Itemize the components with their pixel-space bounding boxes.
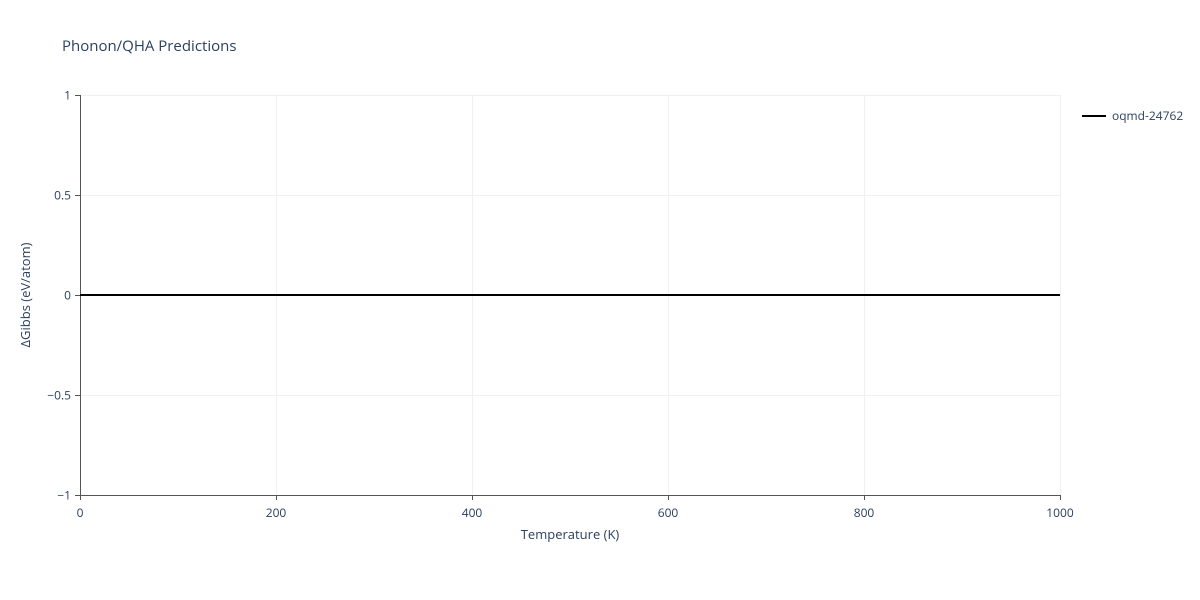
x-tick-label: 200 [266, 504, 287, 521]
y-tick-label: 1 [64, 87, 71, 104]
legend-label: oqmd-24762 [1112, 107, 1183, 124]
legend-swatch [1082, 115, 1106, 117]
x-tick-label: 1000 [1046, 504, 1073, 521]
y-tick-label: −0.5 [47, 387, 71, 404]
x-axis-title: Temperature (K) [521, 525, 620, 543]
chart-container: Phonon/QHA Predictions Temperature (K) Δ… [0, 0, 1200, 600]
series-line[interactable] [80, 95, 1060, 495]
legend[interactable]: oqmd-24762 [1082, 107, 1183, 124]
chart-title: Phonon/QHA Predictions [62, 36, 237, 56]
y-tick-label: 0.5 [54, 187, 71, 204]
y-tick-label: 0 [64, 287, 71, 304]
x-tick-mark [1060, 495, 1061, 500]
legend-item[interactable]: oqmd-24762 [1082, 107, 1183, 124]
y-axis-title: ΔGibbs (eV/atom) [16, 243, 34, 348]
x-tick-label: 800 [854, 504, 875, 521]
x-tick-label: 600 [658, 504, 679, 521]
y-tick-label: −1 [57, 487, 71, 504]
x-tick-label: 400 [462, 504, 483, 521]
x-tick-label: 0 [77, 504, 84, 521]
x-axis-line [80, 495, 1060, 496]
